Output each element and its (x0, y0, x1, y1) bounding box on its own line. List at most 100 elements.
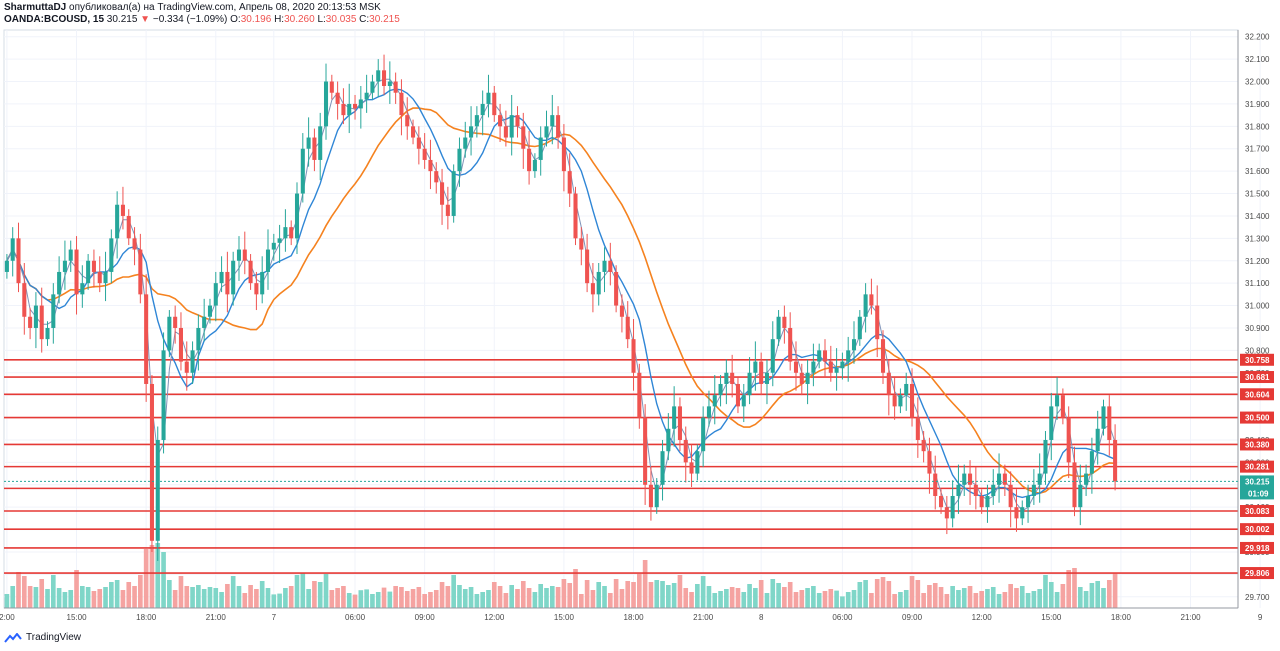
volume-bar (10, 586, 16, 608)
candle-body (561, 137, 566, 172)
candle-body (596, 271, 601, 295)
candle-body (793, 361, 799, 373)
level-price-tag (1240, 371, 1274, 384)
candle-body (33, 305, 38, 328)
volume-bar (16, 572, 21, 608)
volume-bar (503, 593, 509, 608)
price-tick-label: 29.700 (1245, 593, 1270, 602)
volume-bar (433, 590, 439, 608)
volume-bar (422, 594, 427, 608)
price-tick-label: 32.000 (1245, 78, 1270, 87)
volume-bar (167, 580, 172, 608)
countdown-timer: 01:09 (1248, 489, 1269, 498)
current-price-tag (1240, 475, 1274, 500)
candle-body (45, 327, 50, 340)
candle-body (968, 473, 973, 485)
candle-body (451, 171, 456, 216)
candle-body (57, 271, 62, 295)
candle-body (352, 103, 358, 109)
candle-body (927, 451, 932, 474)
volume-bar (161, 552, 166, 608)
volume-bar (1031, 591, 1037, 608)
volume-bar (486, 590, 491, 608)
volume-bar (323, 574, 329, 608)
tradingview-logo[interactable]: TradingView (4, 632, 81, 644)
volume-bar (248, 585, 253, 608)
price-tick-label: 31.100 (1245, 279, 1270, 288)
author-name[interactable]: SharmuttaDJ (4, 2, 67, 13)
candle-body (602, 260, 607, 272)
volume-bar (654, 580, 660, 608)
time-tick-label: 15:00 (67, 613, 88, 622)
candle-body (1072, 462, 1077, 508)
level-price-tag (1240, 460, 1274, 473)
volume-bar (225, 584, 230, 608)
symbol-name[interactable]: OANDA:BCOUSD, 15 (4, 14, 105, 25)
volume-bar (915, 580, 921, 608)
candle-body (277, 238, 282, 243)
candle-body (440, 182, 445, 205)
volume-bar (671, 583, 677, 608)
volume-bar (956, 590, 961, 608)
candle-body (387, 81, 392, 87)
time-tick-label: 21:00 (693, 613, 714, 622)
volume-bar (97, 589, 103, 608)
candle-body (1014, 507, 1019, 519)
volume-bar (602, 586, 607, 608)
volume-bar (834, 590, 839, 608)
candle-body (22, 283, 27, 317)
candle-body (323, 81, 329, 127)
volume-bar (961, 588, 967, 608)
candle-body (1078, 484, 1083, 508)
time-tick-label: 06:00 (345, 613, 366, 622)
volume-bar (735, 588, 741, 608)
candle-body (219, 271, 224, 284)
volume-bar (462, 589, 468, 608)
volume-bar (370, 594, 375, 608)
volume-bar (184, 586, 190, 608)
candle-body (828, 361, 833, 373)
volume-bar (776, 583, 781, 608)
high-label: H: (274, 14, 285, 25)
volume-bar (74, 570, 79, 608)
volume-bar (724, 589, 729, 608)
volume-bar (335, 588, 340, 608)
candle-body (370, 81, 375, 93)
volume-bar (196, 585, 201, 608)
volume-bar (515, 589, 520, 608)
volume-bar (642, 560, 648, 608)
volume-bar (103, 587, 108, 608)
candle-body (306, 137, 311, 149)
volume-bar (27, 586, 33, 608)
volume-bar (886, 581, 892, 608)
volume-bar (300, 573, 306, 608)
volume-bar (230, 576, 236, 608)
candle-body (184, 361, 189, 373)
volume-bar (1077, 587, 1083, 608)
time-tick-label: 9 (1258, 613, 1263, 622)
candle-body (851, 339, 857, 351)
candle-body (1043, 439, 1048, 474)
candle-body (1089, 451, 1094, 474)
low-label: L: (317, 14, 326, 25)
low-value: 30.035 (325, 14, 357, 25)
candle-body (857, 316, 862, 340)
volume-bar (909, 576, 915, 608)
candle-body (712, 395, 717, 407)
candle-body (294, 193, 300, 239)
candle-body (312, 137, 317, 160)
volume-bar (741, 592, 747, 608)
candle-body (614, 271, 619, 306)
volume-bar (155, 543, 161, 608)
volume-bar (1095, 581, 1101, 608)
volume-bar (555, 587, 561, 608)
volume-bar (637, 574, 642, 608)
volume-bar (56, 588, 62, 608)
volume-bar (561, 579, 567, 608)
time-tick-label: 12:00 (484, 613, 505, 622)
candle-body (776, 316, 781, 340)
volume-bar (898, 592, 903, 608)
volume-bar (509, 585, 515, 608)
candle-body (469, 126, 474, 138)
